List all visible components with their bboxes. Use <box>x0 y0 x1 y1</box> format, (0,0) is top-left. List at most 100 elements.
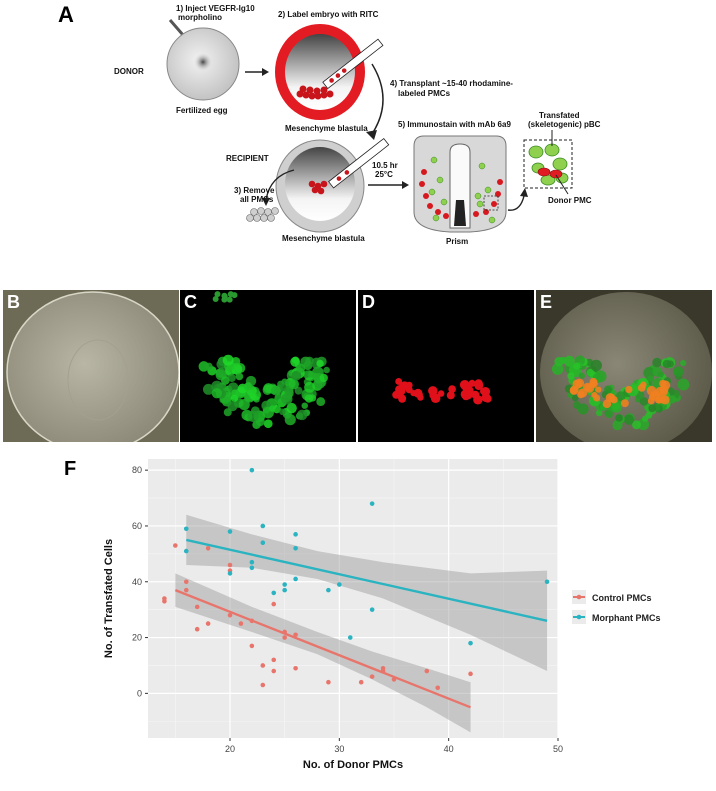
prism-red-cells <box>419 169 503 219</box>
data-point <box>369 501 375 506</box>
data-point <box>194 604 200 610</box>
y-tick-label: 80 <box>132 465 142 475</box>
arrow-remove <box>265 169 295 201</box>
series-points-0 <box>162 543 473 691</box>
data-point <box>293 665 298 671</box>
x-tick-label: 20 <box>225 744 235 754</box>
y-tick-label: 60 <box>132 521 142 531</box>
data-point <box>162 596 167 601</box>
data-point <box>205 621 211 626</box>
prism-green-cells <box>428 156 496 224</box>
data-point <box>249 559 255 565</box>
y-tick-label: 0 <box>137 688 142 698</box>
step4-label-line2: labeled PMCs <box>398 89 451 98</box>
donor-pmc-pointer <box>555 174 569 195</box>
data-point <box>282 629 287 635</box>
data-point <box>183 579 189 585</box>
data-point <box>238 621 244 626</box>
data-point <box>282 582 287 587</box>
data-point <box>347 635 353 640</box>
data-point <box>468 671 473 677</box>
plot-background <box>148 459 558 738</box>
data-point <box>369 607 375 612</box>
injection-spot <box>194 53 212 71</box>
data-point <box>227 612 233 618</box>
data-point <box>337 582 342 587</box>
schematic-diagram: 1) Inject VEGFR-Ig10 morpholino DONOR Fe… <box>114 4 601 246</box>
prism-highlight-box <box>483 195 499 211</box>
panel-label-d: D <box>362 292 375 312</box>
fit-line-0 <box>174 589 471 709</box>
arrow-transplant <box>371 63 384 135</box>
panel-label-b: B <box>7 292 20 312</box>
data-point <box>173 543 178 548</box>
data-point <box>271 657 277 663</box>
panel-label-f: F <box>64 458 77 480</box>
y-tick-label: 20 <box>132 633 142 643</box>
panel-label-a: A <box>58 2 74 27</box>
data-point <box>369 674 375 679</box>
step1-label: 1) Inject VEGFR-Ig10 <box>176 4 255 13</box>
data-point <box>468 640 473 646</box>
data-point <box>358 679 364 685</box>
prism-label: Prism <box>446 237 468 246</box>
data-point <box>271 590 277 596</box>
data-point <box>260 540 266 545</box>
data-point <box>326 587 331 593</box>
step3-label: 3) Remove <box>234 186 275 195</box>
confidence-band-1 <box>186 514 548 672</box>
y-tick-label: 40 <box>132 577 142 587</box>
data-point <box>194 626 200 632</box>
data-point <box>282 587 287 593</box>
data-point <box>249 618 255 624</box>
panel-label-e: E <box>540 292 553 312</box>
step2-label: 2) Label embryo with RITC <box>278 10 379 19</box>
legend: Control PMCs Morphant PMCs <box>572 590 661 624</box>
data-point <box>544 579 550 585</box>
data-point <box>282 635 287 640</box>
prism-gut <box>449 143 471 229</box>
scatter-chart: 20 30 40 50 0 20 40 60 80 No. of Donor PMCs No. of… <box>103 459 661 771</box>
x-tick-label: 30 <box>334 744 344 754</box>
series-points-1 <box>183 467 550 646</box>
step3-label-line2: all PMCs <box>240 195 274 204</box>
step1-label-line2: morpholino <box>178 13 222 22</box>
transfated-label-line2: (skeletogenic) pBC <box>528 120 601 129</box>
data-point <box>183 548 189 554</box>
scatter-chart-panel: 20 30 40 50 0 20 40 60 80 No. of Donor PMCs No. of… <box>0 455 716 786</box>
recipient-red-pmcs <box>308 180 328 195</box>
panel-label-c: C <box>184 292 197 312</box>
incubation-label: 10.5 hr <box>372 161 398 170</box>
data-point <box>435 685 441 691</box>
data-point <box>424 668 430 674</box>
data-point <box>293 632 298 638</box>
mesenchyme-blastula-label-1: Mesenchyme blastula <box>285 124 368 133</box>
step4-label: 4) Transplant ~15-40 rhodamine- <box>390 79 513 88</box>
fit-line-1 <box>186 538 548 622</box>
data-point <box>326 679 331 685</box>
x-tick-label: 40 <box>444 744 454 754</box>
grid-lines <box>148 459 559 738</box>
data-point <box>249 565 255 571</box>
green-fluorescent-cells <box>198 291 330 429</box>
fertilized-egg-label: Fertilized egg <box>176 106 228 115</box>
pipette-1 <box>322 38 384 90</box>
data-point <box>183 526 189 532</box>
x-tick-label: 50 <box>553 744 563 754</box>
micrograph-b: B <box>3 290 179 442</box>
step5-label: 5) Immunostain with mAb 6a9 <box>398 120 511 129</box>
donor-label: DONOR <box>114 67 144 76</box>
data-point <box>260 682 266 688</box>
data-point <box>293 545 298 551</box>
micrograph-d: D <box>358 290 534 442</box>
zoom-inset-box <box>523 139 573 189</box>
legend-label: Control PMCs <box>592 593 652 603</box>
data-point <box>293 532 298 537</box>
y-axis-label: No. of Transfated Cells <box>103 539 115 658</box>
incubation-label-line2: 25°C <box>375 170 393 179</box>
data-point <box>391 677 397 682</box>
recipient-label: RECIPIENT <box>226 154 269 163</box>
donor-pmc-label: Donor PMC <box>548 196 592 205</box>
prism-gut-dark <box>454 200 466 226</box>
transfated-label: Transfated <box>539 111 580 120</box>
